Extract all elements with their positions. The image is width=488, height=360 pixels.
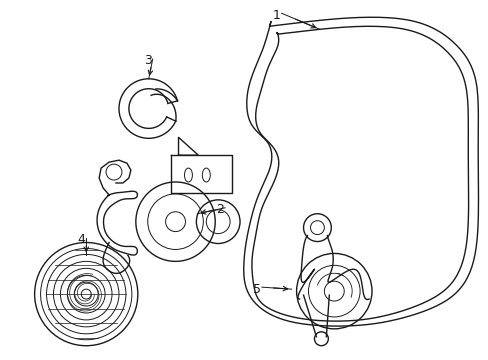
- Text: 2: 2: [216, 203, 224, 216]
- Text: 5: 5: [252, 283, 261, 296]
- Text: 4: 4: [77, 233, 85, 246]
- Text: 1: 1: [272, 9, 280, 22]
- Text: 3: 3: [143, 54, 151, 67]
